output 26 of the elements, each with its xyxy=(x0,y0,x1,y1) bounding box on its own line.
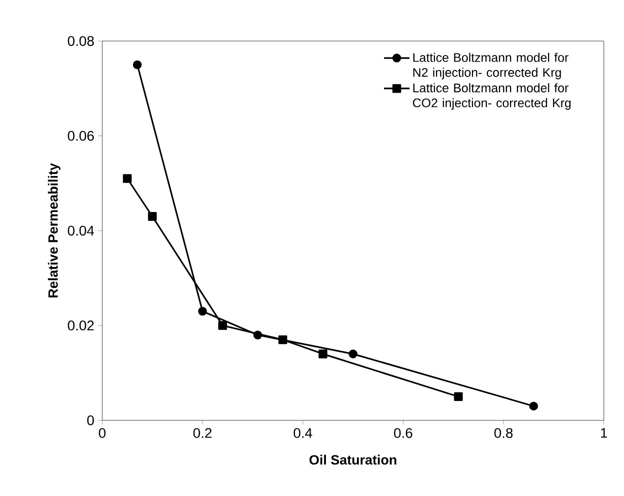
x-tick-label: 0.2 xyxy=(193,428,212,438)
legend-label: Lattice Boltzmann model for N2 injection- corrected Krg xyxy=(413,52,568,80)
point xyxy=(148,212,157,221)
point xyxy=(253,330,262,340)
x-tick-label: 0.6 xyxy=(394,428,412,438)
y-tick-label: 0.04 xyxy=(68,226,94,236)
x-tick-label: 1 xyxy=(601,428,608,438)
point xyxy=(278,335,288,344)
legend-label: Lattice Boltzmann model for CO2 injection- corrected Krg xyxy=(412,83,571,110)
point xyxy=(348,350,358,358)
x-tick-label: 0.8 xyxy=(494,428,513,438)
point xyxy=(529,402,538,411)
point xyxy=(218,321,227,330)
x-axis-title: Oil Saturation xyxy=(310,454,396,465)
point xyxy=(198,306,207,316)
y-tick-label: 0.02 xyxy=(68,320,94,330)
x-tick-label: 0.4 xyxy=(294,428,312,438)
y-axis-title: Relative Permeability xyxy=(48,163,60,298)
point xyxy=(122,174,132,183)
x-tick-label: 0 xyxy=(98,428,106,438)
y-tick-label: 0.06 xyxy=(68,130,94,141)
y-tick-label: 0.08 xyxy=(68,36,94,46)
point xyxy=(318,350,328,358)
point xyxy=(454,392,463,402)
y-tick-label: 0 xyxy=(87,415,94,426)
point xyxy=(132,60,142,70)
